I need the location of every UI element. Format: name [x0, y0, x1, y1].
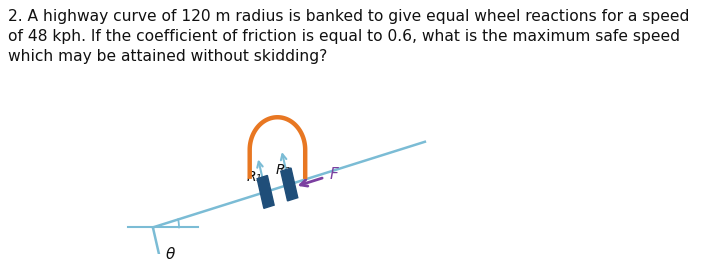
Text: F: F: [330, 167, 338, 182]
Polygon shape: [281, 168, 298, 201]
Text: R₂: R₂: [275, 163, 290, 177]
Text: 2. A highway curve of 120 m radius is banked to give equal wheel reactions for a: 2. A highway curve of 120 m radius is ba…: [8, 9, 689, 64]
Polygon shape: [250, 117, 305, 177]
Text: θ: θ: [166, 247, 176, 262]
Polygon shape: [257, 175, 274, 208]
Text: R₁: R₁: [247, 170, 262, 184]
